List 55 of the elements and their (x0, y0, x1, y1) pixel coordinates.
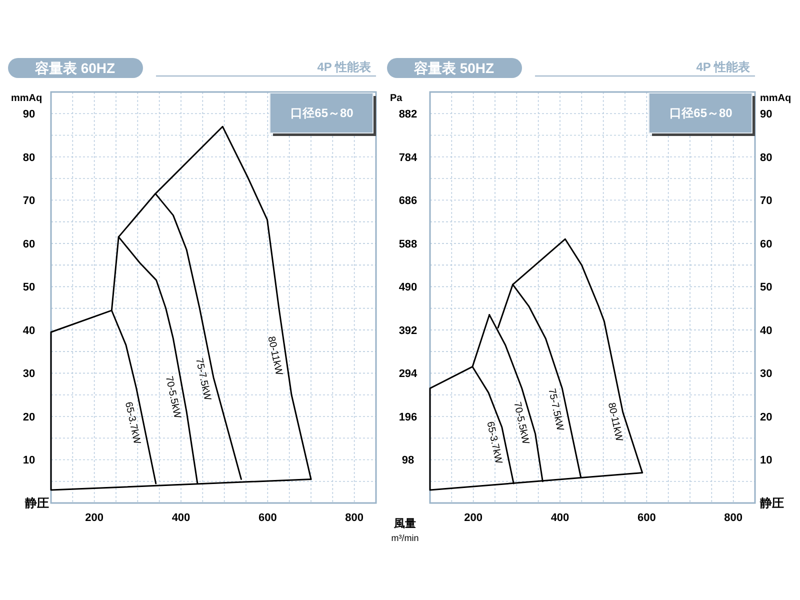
text: 80-11kW (605, 402, 624, 443)
text: 70-5.5kW (511, 401, 531, 446)
y-tick-label: 686 (398, 195, 418, 208)
text: 75-7.5kW (193, 357, 213, 402)
text: 75-7.5kW (546, 388, 566, 432)
text: 65-3.7kW (122, 400, 142, 446)
annotation: 口径65～80 (670, 106, 733, 120)
chart-title: 容量表 50HZ (412, 60, 495, 76)
y-tick-label: 90 (22, 108, 36, 121)
y-tick-label: 60 (22, 238, 36, 250)
x-tick-label: 600 (258, 512, 277, 524)
y2-tick-label: 20 (760, 411, 772, 424)
y2-tick-label: 60 (760, 238, 772, 250)
y-tick-label: 98 (402, 454, 414, 467)
annotation: 口径65～80 (290, 106, 354, 120)
chart-subtitle: 4P 性能表 (696, 60, 751, 74)
chart-title: 容量表 60HZ (34, 60, 116, 76)
text: 静圧 (24, 496, 49, 510)
y2-tick-label: 80 (760, 152, 772, 164)
x-tick-label: 800 (724, 512, 743, 524)
y2-tick-label: 70 (760, 195, 772, 208)
x-tick-label: 600 (637, 512, 656, 524)
y-tick-label: 882 (398, 108, 418, 121)
text: 70-5.5kW (162, 375, 183, 420)
x-tick-label: 200 (85, 512, 104, 524)
y2-axis-title: mmAq (760, 93, 792, 104)
y-tick-label: 70 (22, 195, 36, 208)
y-axis-title: Pa (390, 93, 403, 104)
x-tick-label: 400 (172, 512, 190, 524)
y-tick-label: 196 (398, 411, 418, 424)
y-tick-label: 80 (22, 152, 36, 164)
y-tick-label: 294 (398, 368, 418, 380)
x-tick-label: 200 (464, 512, 483, 524)
y-tick-label: 50 (22, 282, 36, 294)
y2-tick-label: 50 (760, 282, 772, 294)
x-axis-title: 風量 m³/min (391, 518, 419, 543)
y-tick-label: 20 (22, 411, 36, 424)
y2-tick-label: 40 (760, 324, 772, 337)
y-tick-label: 784 (398, 152, 418, 164)
x-tick-label: 400 (550, 512, 570, 524)
x-tick-label: 800 (345, 512, 364, 524)
y-tick-label: 40 (22, 324, 36, 337)
y2-tick-label: 30 (760, 368, 772, 380)
y-tick-label: 392 (398, 324, 418, 337)
y2-tick-label: 90 (760, 108, 772, 121)
y-axis-title: mmAq (11, 93, 42, 104)
y-tick-label: 10 (22, 454, 36, 467)
y-tick-label: 588 (398, 238, 418, 250)
chart-subtitle: 4P 性能表 (317, 60, 372, 74)
y2-tick-label: 10 (760, 454, 772, 467)
y-tick-label: 490 (398, 282, 418, 294)
text: 65-3.7kW (484, 420, 504, 466)
text: 静圧 (759, 496, 784, 510)
text: 80-11kW (265, 335, 284, 377)
y-tick-label: 30 (22, 368, 36, 380)
